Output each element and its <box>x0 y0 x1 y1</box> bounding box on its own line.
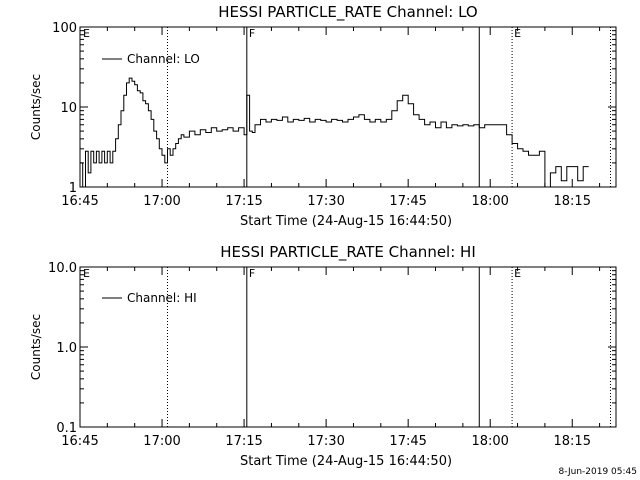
x-tick-label: 17:45 <box>389 434 426 449</box>
marker-label: E <box>514 27 521 40</box>
chart-title-lo: HESSI PARTICLE_RATE Channel: LO <box>218 3 477 22</box>
legend-label-lo: Channel: LO <box>127 52 200 66</box>
marker-label: E <box>514 267 521 280</box>
legend-lo: Channel: LO <box>102 52 200 66</box>
x-axis-ticks-hi: 16:45 17:00 17:15 17:30 17:45 18:00 18:15 <box>61 267 601 449</box>
y-tick-label: 10 <box>60 101 77 116</box>
y-axis-ticks-hi: 0.1 1.0 10.0 <box>48 261 616 436</box>
x-tick-label: 17:30 <box>307 434 344 449</box>
x-tick-label: 18:15 <box>554 194 591 209</box>
x-tick-label: 17:00 <box>143 194 180 209</box>
legend-label-hi: Channel: HI <box>127 291 197 305</box>
x-tick-label: 18:00 <box>471 434 508 449</box>
x-axis-label-hi: Start Time (24-Aug-15 16:44:50) <box>240 454 452 469</box>
plot-frame-lo <box>79 26 617 188</box>
x-tick-label: 18:00 <box>471 194 508 209</box>
x-tick-label: 17:15 <box>225 434 262 449</box>
footer-timestamp: 8-Jun-2019 05:45 <box>559 467 638 477</box>
marker-label: F <box>249 267 255 280</box>
y-tick-label: 0.1 <box>56 421 77 436</box>
y-axis-label-lo: Counts/sec <box>29 74 43 140</box>
y-tick-label: 1.0 <box>56 341 77 356</box>
x-tick-label: 16:45 <box>61 434 98 449</box>
y-tick-label: 10.0 <box>48 261 77 276</box>
x-tick-label: 17:45 <box>389 194 426 209</box>
x-tick-label: 16:45 <box>61 194 98 209</box>
x-tick-label: 17:00 <box>143 434 180 449</box>
series-line <box>80 77 589 188</box>
lo-channel-panel: HESSI PARTICLE_RATE Channel: LO E F E 16:4… <box>29 3 617 229</box>
y-tick-label: 100 <box>52 21 77 36</box>
marker-label: E <box>83 267 90 280</box>
y-tick-label: 1 <box>69 181 77 196</box>
chart-title-hi: HESSI PARTICLE_RATE Channel: HI <box>220 243 476 262</box>
marker-label: F <box>249 27 255 40</box>
legend-hi: Channel: HI <box>102 291 197 305</box>
y-axis-label-hi: Counts/sec <box>29 314 43 380</box>
series-group-lo <box>80 77 589 188</box>
x-tick-label: 17:15 <box>225 194 262 209</box>
x-tick-label: 17:30 <box>307 194 344 209</box>
x-tick-label: 18:15 <box>554 434 591 449</box>
y-axis-ticks-lo: 1 10 100 <box>52 21 616 196</box>
hi-channel-panel: HESSI PARTICLE_RATE Channel: HI E F E 16:4… <box>29 243 617 469</box>
marker-label: E <box>83 27 90 40</box>
x-axis-ticks-lo: 16:45 17:00 17:15 17:30 17:45 18:00 18:15 <box>61 27 601 209</box>
x-axis-label-lo: Start Time (24-Aug-15 16:44:50) <box>240 214 452 229</box>
